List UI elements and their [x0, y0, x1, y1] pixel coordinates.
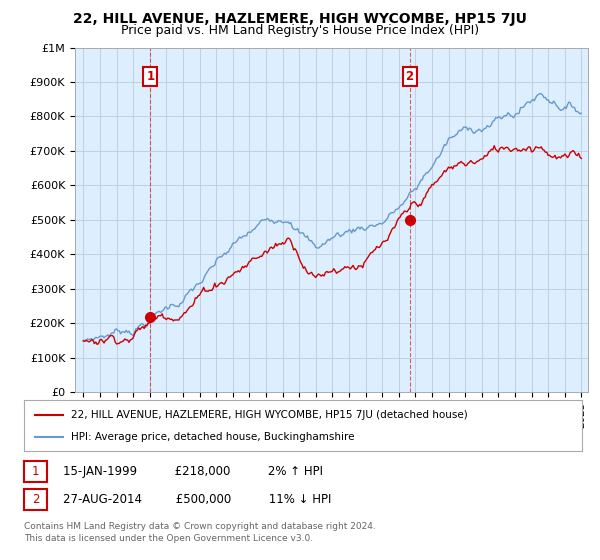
- Text: 1: 1: [146, 71, 154, 83]
- Text: Price paid vs. HM Land Registry's House Price Index (HPI): Price paid vs. HM Land Registry's House …: [121, 24, 479, 36]
- Text: 1: 1: [32, 465, 39, 478]
- Text: 22, HILL AVENUE, HAZLEMERE, HIGH WYCOMBE, HP15 7JU: 22, HILL AVENUE, HAZLEMERE, HIGH WYCOMBE…: [73, 12, 527, 26]
- Text: 2: 2: [32, 493, 39, 506]
- Text: Contains HM Land Registry data © Crown copyright and database right 2024.: Contains HM Land Registry data © Crown c…: [24, 522, 376, 531]
- Text: 22, HILL AVENUE, HAZLEMERE, HIGH WYCOMBE, HP15 7JU (detached house): 22, HILL AVENUE, HAZLEMERE, HIGH WYCOMBE…: [71, 409, 468, 419]
- Text: HPI: Average price, detached house, Buckinghamshire: HPI: Average price, detached house, Buck…: [71, 432, 355, 442]
- Text: 15-JAN-1999          £218,000          2% ↑ HPI: 15-JAN-1999 £218,000 2% ↑ HPI: [63, 465, 323, 478]
- Text: 27-AUG-2014         £500,000          11% ↓ HPI: 27-AUG-2014 £500,000 11% ↓ HPI: [63, 493, 331, 506]
- Text: This data is licensed under the Open Government Licence v3.0.: This data is licensed under the Open Gov…: [24, 534, 313, 543]
- Text: 2: 2: [406, 71, 413, 83]
